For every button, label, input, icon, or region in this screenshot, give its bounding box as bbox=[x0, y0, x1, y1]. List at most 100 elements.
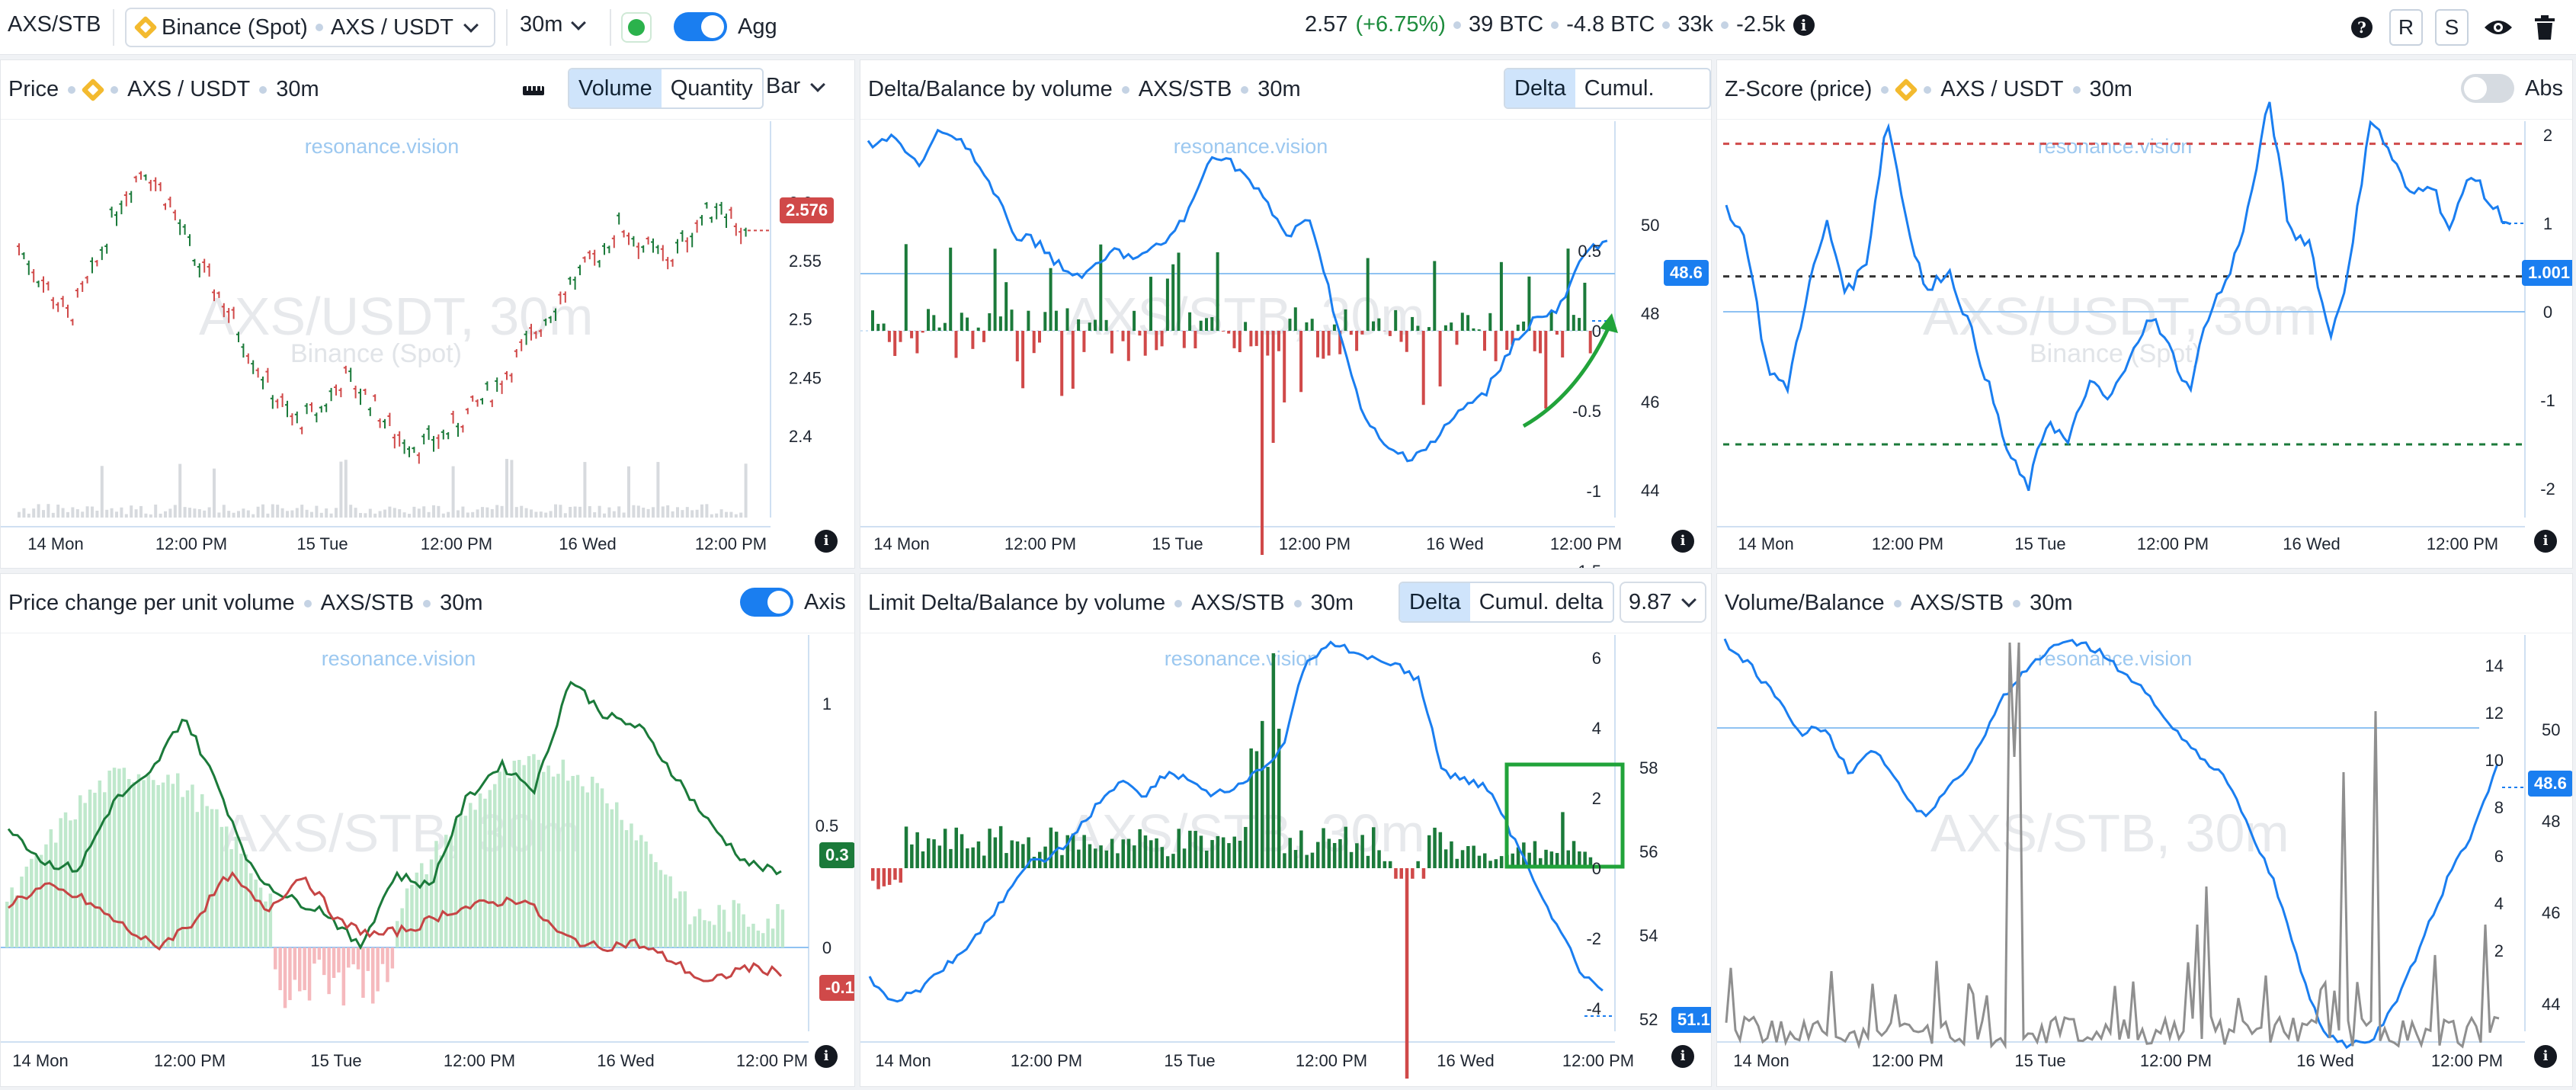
info-icon[interactable]: i bbox=[2534, 530, 2557, 553]
pcv-chart[interactable]: 1 0.5 0 14 Mon 12:00 PM 15 Tue 12:00 PM 16 Wed 1… bbox=[1, 635, 855, 1070]
limit-delta-bar bbox=[1578, 851, 1581, 868]
delta-bar bbox=[1221, 331, 1225, 332]
panel-pair: AXS/STB bbox=[320, 591, 415, 615]
pcv-bar bbox=[366, 947, 370, 971]
axis-toggle[interactable] bbox=[740, 588, 793, 617]
volume-bar bbox=[588, 505, 591, 518]
delta-bar bbox=[1238, 331, 1242, 353]
volume-bar bbox=[222, 505, 226, 518]
tab-delta[interactable]: Delta bbox=[1400, 583, 1470, 621]
delta-bar bbox=[1177, 252, 1181, 331]
info-icon[interactable]: i bbox=[815, 530, 838, 553]
limit-delta-bar bbox=[1421, 868, 1426, 879]
green-ratio-line bbox=[7, 680, 782, 951]
volume-bar bbox=[159, 513, 162, 518]
agg-toggle[interactable] bbox=[674, 12, 727, 41]
limit-delta-bar bbox=[1177, 829, 1181, 868]
price-change: (+6.75%) bbox=[1355, 12, 1446, 37]
limit-delta-bar bbox=[893, 868, 897, 880]
delta-bar bbox=[1244, 322, 1248, 331]
volume-bar bbox=[368, 508, 372, 518]
r-button[interactable]: R bbox=[2389, 9, 2423, 46]
limit-delta-bar bbox=[1221, 837, 1226, 868]
tab-cumul-delta[interactable]: Cumul. delta bbox=[1479, 590, 1604, 614]
abs-toggle[interactable] bbox=[2461, 74, 2514, 103]
volume-bar bbox=[583, 462, 587, 518]
delta-bar bbox=[1077, 319, 1081, 331]
x-tick-label: 14 Mon bbox=[875, 1051, 931, 1070]
volume-bar bbox=[300, 505, 304, 518]
interval-select[interactable]: 30m bbox=[520, 12, 587, 37]
pcv-bar bbox=[600, 788, 604, 947]
live-status-button[interactable] bbox=[621, 12, 652, 43]
volume-bar bbox=[719, 509, 723, 518]
delta-bar bbox=[1511, 331, 1514, 345]
binance-icon bbox=[133, 15, 158, 40]
eye-icon[interactable] bbox=[2483, 17, 2514, 38]
delta-bar bbox=[1099, 244, 1103, 331]
delta-bar bbox=[915, 331, 919, 354]
pcv-bar bbox=[54, 842, 58, 947]
y-tick-label: 0 bbox=[2543, 303, 2552, 322]
pcv-bar bbox=[49, 829, 53, 947]
info-icon[interactable]: i bbox=[815, 1045, 838, 1068]
pcv-bar bbox=[303, 947, 306, 990]
balance-line bbox=[867, 128, 1608, 463]
y-tick-label-left: 6 bbox=[2494, 847, 2504, 866]
pcv-bar bbox=[449, 836, 453, 947]
panel-title: Limit Delta/Balance by volume bbox=[868, 591, 1166, 615]
limit-delta-bar bbox=[976, 841, 981, 868]
delta-bar bbox=[1288, 319, 1292, 331]
pcv-bar bbox=[20, 877, 24, 947]
limit-delta-bar bbox=[1244, 826, 1248, 868]
y-tick-label-left: 0.5 bbox=[1578, 242, 1601, 261]
help-icon[interactable]: ? bbox=[2351, 17, 2373, 38]
y-tick-label-left: 4 bbox=[2494, 894, 2504, 913]
tab-volume[interactable]: Volume bbox=[569, 69, 662, 107]
volume-bar bbox=[544, 512, 548, 518]
x-tick-label: 16 Wed bbox=[597, 1051, 654, 1070]
ruler-icon[interactable] bbox=[522, 83, 545, 97]
limit-delta-bar bbox=[1349, 851, 1354, 868]
pcv-bar bbox=[483, 798, 487, 947]
pcv-bar bbox=[107, 770, 111, 947]
info-icon[interactable]: i bbox=[2534, 1045, 2557, 1068]
limit-delta-chart[interactable]: 6 4 2 0 -2 -4 58 56 54 52 14 Mon 12:00 PM 15 Tue 12:0… bbox=[860, 635, 1712, 1079]
volume-bar bbox=[242, 508, 245, 518]
delta-bar bbox=[1283, 331, 1286, 402]
delta-bar bbox=[1060, 331, 1064, 396]
pcv-bar bbox=[215, 809, 219, 947]
volume-bar bbox=[75, 509, 79, 518]
info-icon[interactable]: i bbox=[1793, 14, 1815, 36]
tab-cumul-delta[interactable]: Cumul. delta bbox=[1584, 76, 1655, 101]
volume-balance-chart[interactable]: 14 12 10 8 6 4 2 50 48 46 44 14 Mon 12:00 PM 15 Tue 12… bbox=[1717, 635, 2573, 1070]
pcv-bar bbox=[473, 809, 477, 947]
limit-delta-bar bbox=[882, 868, 886, 886]
zscore-chart[interactable]: 2 1 0 -1 -2 14 Mon 12:00 PM 15 Tue 12:00 PM 16 We… bbox=[1717, 101, 2573, 553]
tab-quantity[interactable]: Quantity bbox=[670, 76, 753, 101]
trash-icon[interactable] bbox=[2535, 15, 2555, 40]
pcv-bar bbox=[771, 928, 775, 947]
limit-delta-bar bbox=[954, 827, 958, 868]
info-icon[interactable]: i bbox=[1671, 530, 1694, 553]
pcv-bar bbox=[34, 855, 38, 947]
chart-type-select[interactable]: Bar bbox=[766, 74, 826, 99]
tab-delta[interactable]: Delta bbox=[1505, 69, 1575, 107]
y-tick-label-right: 56 bbox=[1639, 842, 1658, 861]
volume-bar bbox=[130, 505, 133, 518]
watermark: resonance.vision bbox=[1164, 647, 1319, 670]
limit-delta-bar bbox=[1455, 858, 1459, 868]
volume-bar bbox=[227, 511, 231, 518]
delta-chart[interactable]: 0.5 0 -0.5 -1 -1.5 50 48 46 44 14 Mon 12:00 PM 15 T… bbox=[860, 121, 1712, 568]
volume-bar bbox=[514, 507, 518, 518]
info-icon[interactable]: i bbox=[1671, 1045, 1694, 1068]
exchange-pair-select[interactable]: Binance (Spot) AXS / USDT bbox=[125, 8, 495, 47]
pcv-bar bbox=[288, 947, 292, 1001]
pcv-bar bbox=[683, 891, 687, 947]
pcv-bar bbox=[112, 768, 117, 947]
s-button[interactable]: S bbox=[2435, 9, 2469, 46]
limit-value-select[interactable]: 9.87 bbox=[1620, 582, 1707, 623]
limit-delta-bar bbox=[1027, 837, 1030, 868]
delta-bar bbox=[1427, 327, 1431, 331]
